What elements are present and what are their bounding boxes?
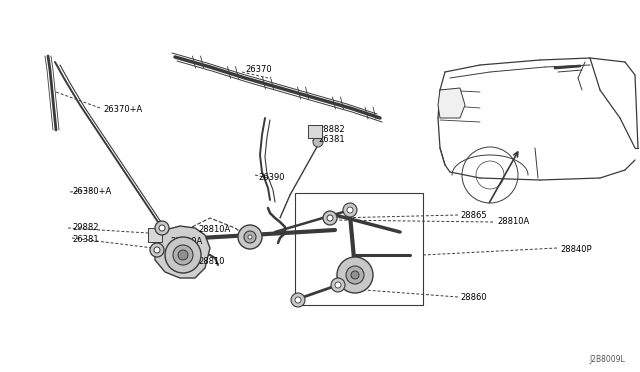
Circle shape — [327, 215, 333, 221]
Circle shape — [178, 250, 188, 260]
Circle shape — [155, 221, 169, 235]
Text: 26381: 26381 — [72, 235, 99, 244]
Circle shape — [295, 297, 301, 303]
Text: 28840P: 28840P — [560, 246, 591, 254]
Circle shape — [337, 257, 373, 293]
Polygon shape — [438, 88, 465, 118]
Text: 28860: 28860 — [460, 294, 486, 302]
Circle shape — [159, 225, 165, 231]
Text: 28810A: 28810A — [497, 218, 529, 227]
Circle shape — [244, 231, 256, 243]
Text: 28865: 28865 — [460, 211, 486, 219]
Circle shape — [313, 137, 323, 147]
Circle shape — [162, 247, 168, 253]
Text: 28882: 28882 — [318, 125, 344, 135]
Circle shape — [173, 245, 193, 265]
Circle shape — [343, 203, 357, 217]
Text: 26370: 26370 — [245, 65, 271, 74]
Circle shape — [165, 237, 201, 273]
Text: 28810A: 28810A — [170, 237, 202, 247]
Circle shape — [331, 278, 345, 292]
Polygon shape — [308, 125, 322, 138]
Text: 26370+A: 26370+A — [103, 106, 142, 115]
Circle shape — [291, 293, 305, 307]
Text: 28810A: 28810A — [198, 225, 230, 234]
Text: 29882: 29882 — [72, 224, 99, 232]
Circle shape — [248, 235, 252, 239]
Circle shape — [323, 211, 337, 225]
Circle shape — [150, 243, 164, 257]
Polygon shape — [155, 226, 210, 278]
Circle shape — [335, 282, 341, 288]
Text: 28810: 28810 — [198, 257, 225, 266]
Text: J2B8009L: J2B8009L — [589, 355, 625, 364]
Circle shape — [351, 271, 359, 279]
Circle shape — [159, 244, 171, 256]
Circle shape — [347, 207, 353, 213]
Polygon shape — [148, 228, 162, 242]
Text: 26380+A: 26380+A — [72, 187, 111, 196]
Circle shape — [346, 266, 364, 284]
Circle shape — [238, 225, 262, 249]
Circle shape — [154, 247, 160, 253]
Text: 26381: 26381 — [318, 135, 344, 144]
Text: 26390: 26390 — [258, 173, 285, 183]
